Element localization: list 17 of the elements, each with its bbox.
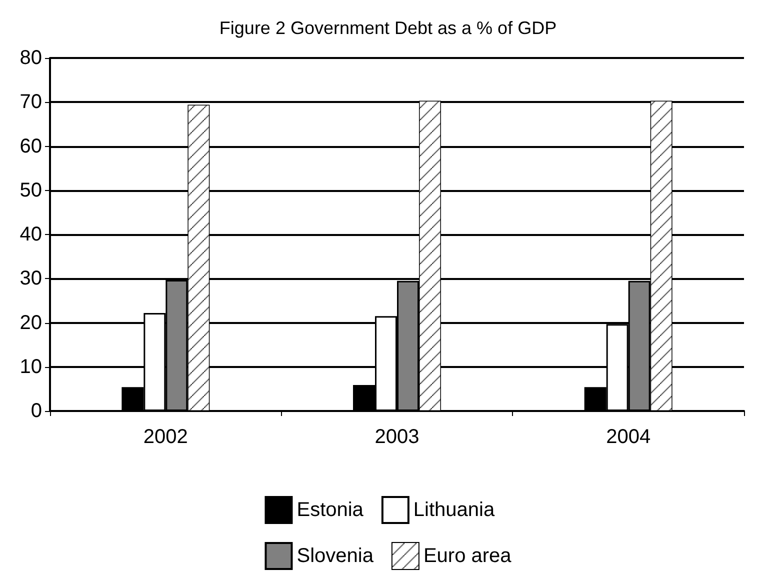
legend-label: Euro area — [423, 545, 512, 567]
legend-label: Estonia — [296, 499, 364, 521]
legend-label: Lithuania — [413, 499, 496, 521]
legend-label: Slovenia — [296, 545, 374, 567]
x-tick-label: 2002 — [143, 426, 188, 448]
y-tick-label: 60 — [20, 135, 42, 158]
y-tick-label: 70 — [20, 91, 42, 114]
y-tick-label: 80 — [20, 47, 42, 69]
y-tick-label: 20 — [20, 312, 42, 334]
chart-title: Figure 2 Government Debt as a % of GDP — [219, 18, 557, 38]
y-tick-label: 0 — [30, 400, 42, 422]
x-tick-label: 2004 — [606, 426, 651, 448]
y-tick-label: 50 — [20, 179, 42, 202]
x-tick-label: 2003 — [374, 426, 420, 448]
y-tick-label: 30 — [20, 268, 42, 290]
y-tick-label: 10 — [20, 356, 42, 378]
y-tick-label: 40 — [20, 224, 42, 246]
